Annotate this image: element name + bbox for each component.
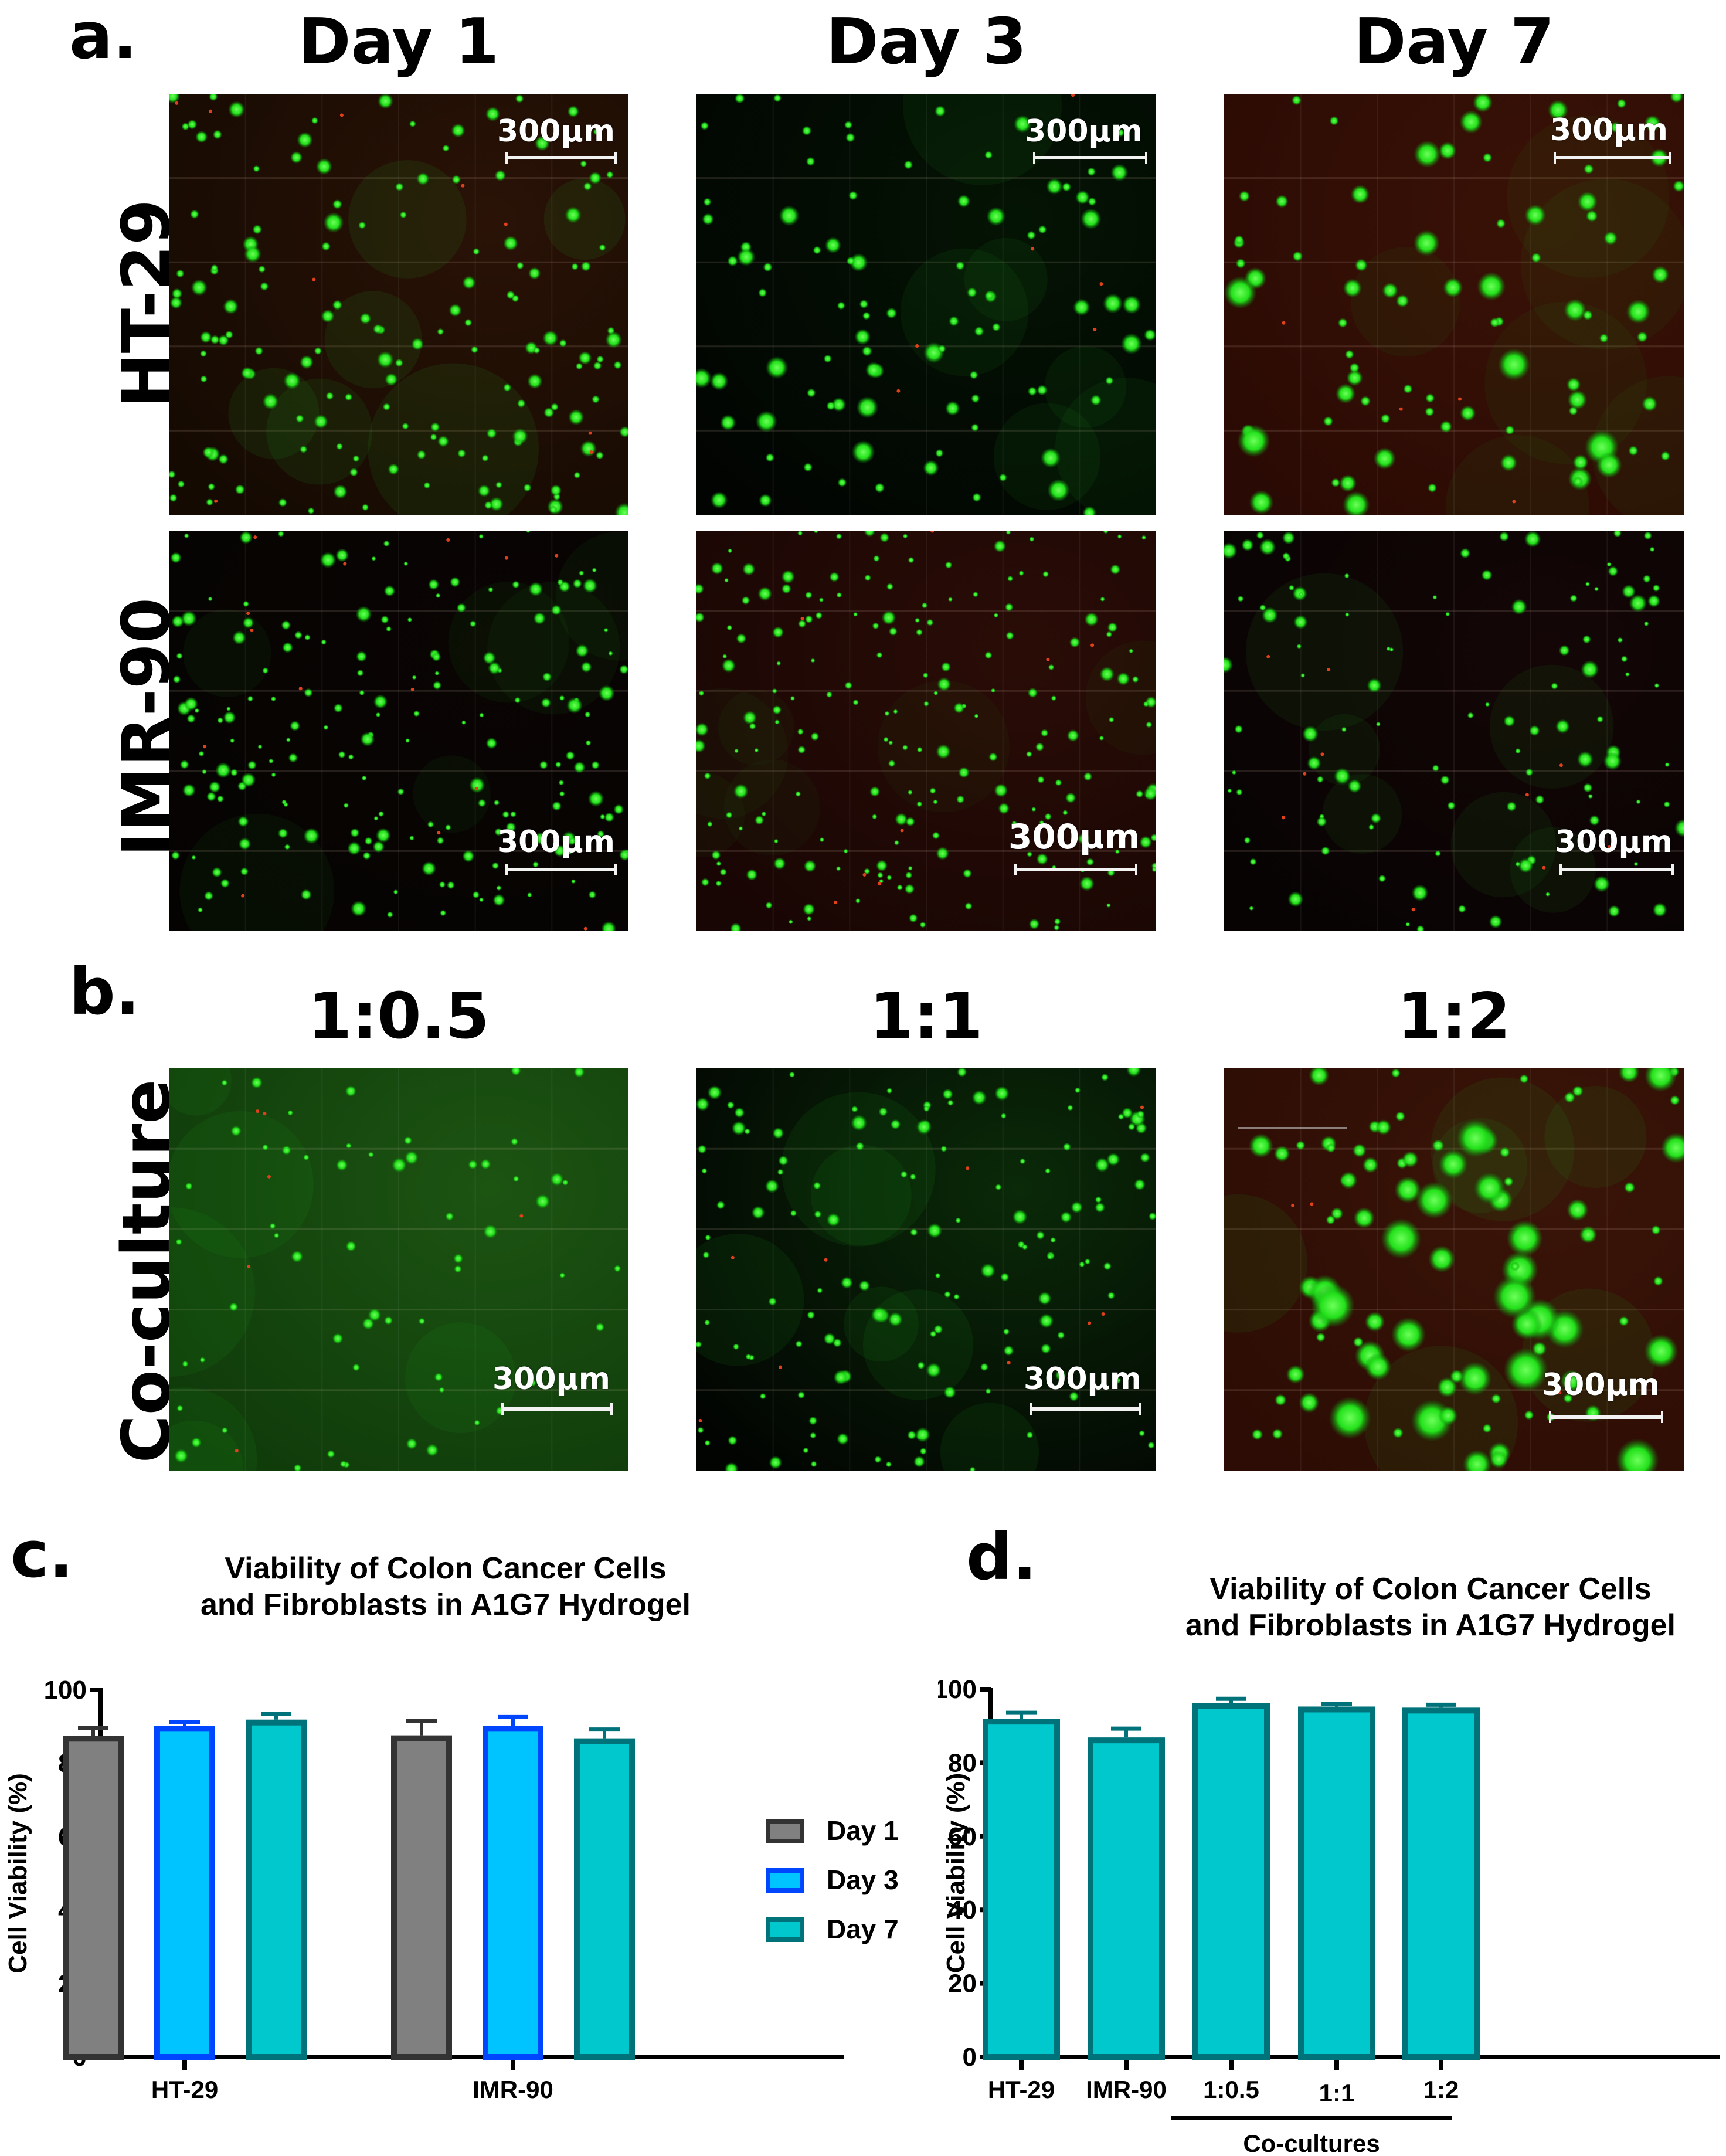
legend-swatch xyxy=(766,1917,804,1942)
scale-bar-label: 300µm xyxy=(1008,817,1140,857)
micrograph-coculture-1-0.5 xyxy=(169,1068,628,1471)
scale-bar-label: 300µm xyxy=(497,824,615,860)
y-tick-label: 0 xyxy=(963,2043,977,2072)
bar xyxy=(1192,1703,1270,2060)
y-tick-label: 20 xyxy=(948,1970,977,1998)
legend-label: Day 1 xyxy=(827,1815,899,1846)
micrograph-imr90-day7 xyxy=(1224,531,1684,931)
x-tick-label: HT-29 xyxy=(988,2076,1055,2103)
faint-scale-bar xyxy=(1238,1127,1347,1129)
micrograph-imr90-day3 xyxy=(696,531,1156,931)
legend-swatch xyxy=(766,1868,804,1893)
scale-bar-label: 300µm xyxy=(492,1361,610,1397)
bar xyxy=(1298,1706,1375,2060)
bar xyxy=(391,1735,452,2060)
column-header-ratio-1-1: 1:1 xyxy=(869,980,983,1053)
bar xyxy=(246,1719,307,2060)
bar xyxy=(63,1736,124,2060)
column-header-day-7: Day 7 xyxy=(1353,5,1555,79)
micrograph-ht29-day1 xyxy=(169,94,628,515)
y-tick-label: 40 xyxy=(948,1896,977,1924)
y-axis-label: Cell Viability (%) xyxy=(4,1773,32,1974)
column-header-ratio-1-2: 1:2 xyxy=(1397,980,1511,1053)
scale-bar-label: 300µm xyxy=(497,114,615,149)
scale-bar-label: 300µm xyxy=(1024,1361,1141,1397)
bar xyxy=(1402,1707,1480,2060)
panel-a-letter: a. xyxy=(69,0,138,73)
x-tick-label: 1:0.5 xyxy=(1203,2076,1259,2103)
micrograph-coculture-1-1 xyxy=(696,1068,1156,1471)
bar xyxy=(1088,1737,1165,2060)
scale-bar xyxy=(1014,864,1137,875)
micrograph-coculture-1-2 xyxy=(1224,1068,1684,1471)
scale-bar xyxy=(1033,152,1147,164)
x-tick-label: HT-29 xyxy=(151,2076,218,2103)
scale-bar xyxy=(1549,1411,1663,1423)
y-tick-label: 80 xyxy=(948,1748,977,1777)
y-tick-label: 100 xyxy=(44,1676,87,1705)
scale-bar xyxy=(505,152,617,164)
scale-bar-label: 300µm xyxy=(1542,1367,1660,1403)
y-tick-label: 100 xyxy=(938,1675,977,1704)
legend-label: Day 7 xyxy=(827,1914,899,1944)
bar xyxy=(983,1719,1060,2060)
scale-bar xyxy=(1559,864,1674,875)
column-header-day-3: Day 3 xyxy=(825,5,1027,79)
scale-bar-label: 300µm xyxy=(1555,824,1673,860)
bar xyxy=(483,1726,543,2060)
legend-swatch xyxy=(766,1819,804,1843)
group-bracket-label: Co-cultures xyxy=(1243,2130,1380,2154)
micrograph-imr90-day1 xyxy=(169,531,628,931)
scale-bar-label: 300µm xyxy=(1550,113,1668,148)
bar xyxy=(154,1726,215,2060)
panel-c-letter: c. xyxy=(11,1517,73,1592)
chart-title: and Fibroblasts in A1G7 Hydrogel xyxy=(201,1588,691,1622)
column-header-ratio-1-0.5: 1:0.5 xyxy=(308,980,490,1053)
column-header-day-1: Day 1 xyxy=(298,5,500,79)
chart-title: Viability of Colon Cancer Cells xyxy=(225,1551,666,1585)
x-tick-label: 1:2 xyxy=(1423,2076,1459,2103)
scale-bar-label: 300µm xyxy=(1025,114,1143,149)
scale-bar xyxy=(501,1403,613,1415)
y-tick-label: 60 xyxy=(948,1822,977,1851)
x-tick-label: IMR-90 xyxy=(1086,2076,1167,2103)
legend-label: Day 3 xyxy=(827,1865,899,1895)
y-axis-label: Cell Viability (%) xyxy=(942,1773,970,1974)
chart-title: Viability of Colon Cancer Cells xyxy=(1209,1572,1651,1606)
bar xyxy=(574,1738,635,2060)
scale-bar xyxy=(1030,1403,1141,1415)
chart-title: and Fibroblasts in A1G7 Hydrogel xyxy=(1185,1608,1676,1642)
chart-c: Viability of Colon Cancer Cells and Fibro… xyxy=(0,1525,915,2154)
chart-d: Viability of Colon Cancer Cells and Fibro… xyxy=(934,1525,1726,2156)
x-tick-label: 1:1 xyxy=(1319,2079,1355,2107)
x-tick-label: IMR-90 xyxy=(473,2076,553,2103)
panel-d-letter: d. xyxy=(966,1519,1037,1594)
micrograph-ht29-day3 xyxy=(696,94,1156,515)
scale-bar xyxy=(1554,152,1671,164)
scale-bar xyxy=(505,864,617,875)
panel-b-letter: b. xyxy=(69,954,140,1029)
